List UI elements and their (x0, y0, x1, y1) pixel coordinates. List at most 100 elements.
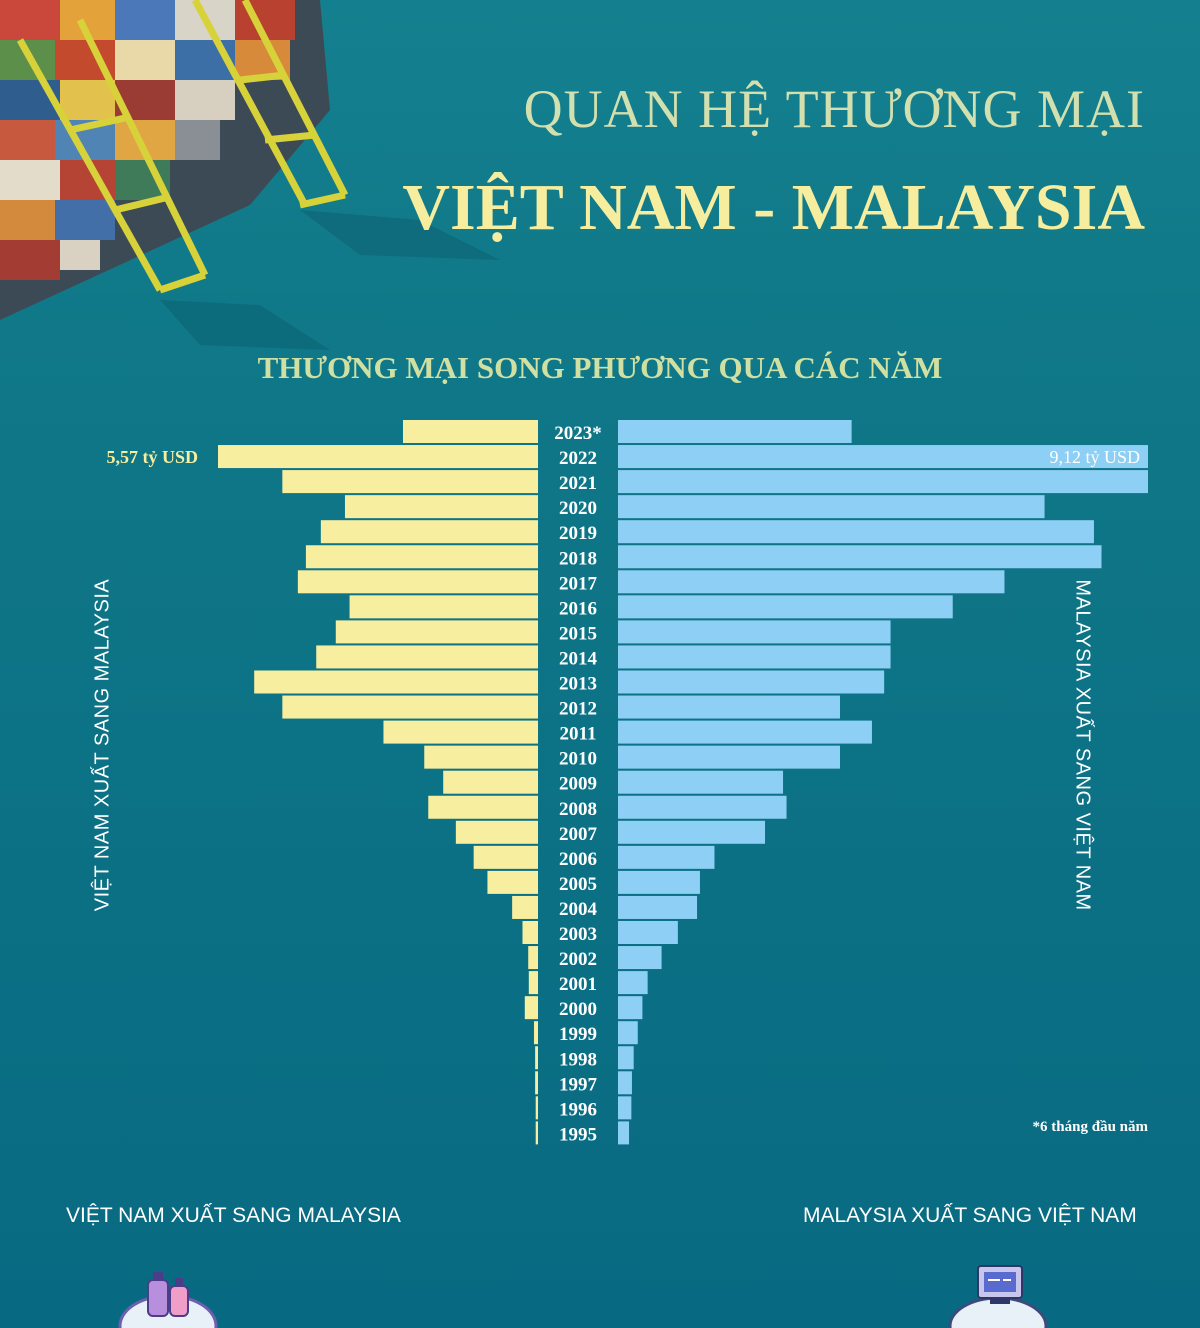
year-label-2022: 2022 (559, 448, 597, 469)
year-label-2010: 2010 (559, 749, 597, 770)
gantry-crane (16, 0, 349, 294)
year-label-2003: 2003 (559, 924, 597, 945)
bar-malaysia-2000 (618, 996, 643, 1020)
year-label-2023: 2023* (554, 423, 602, 444)
right-axis-label: MALAYSIA XUẤT SANG VIỆT NAM (1071, 579, 1094, 911)
bar-malaysia-1999 (618, 1021, 638, 1045)
bar-vietnam-2018 (305, 545, 538, 569)
data-label-vietnam-max: 5,57 tỷ USD (106, 447, 198, 467)
bar-vietnam-2001 (528, 971, 538, 995)
year-label-2019: 2019 (559, 523, 597, 544)
bottom-label-malaysia-exports: MALAYSIA XUẤT SANG VIỆT NAM (803, 1204, 1137, 1227)
bar-malaysia-2021 (618, 470, 1148, 494)
bar-vietnam-2012 (282, 695, 538, 719)
bar-vietnam-2022 (218, 445, 538, 469)
year-label-2011: 2011 (560, 724, 597, 745)
bar-malaysia-2016 (618, 595, 953, 619)
bar-vietnam-2006 (473, 845, 538, 869)
bar-vietnam-2008 (428, 795, 538, 819)
bar-vietnam-2020 (344, 495, 538, 519)
bar-malaysia-2018 (618, 545, 1102, 569)
bar-vietnam-2014 (316, 645, 538, 669)
bar-vietnam-2017 (297, 570, 538, 594)
bar-malaysia-2003 (618, 921, 678, 944)
year-label-2021: 2021 (559, 473, 597, 494)
year-label-1996: 1996 (559, 1099, 597, 1120)
bar-vietnam-2016 (349, 595, 538, 619)
bar-malaysia-2008 (618, 795, 787, 819)
bar-malaysia-2001 (618, 971, 648, 995)
bar-malaysia-2022 (618, 445, 1148, 469)
year-label-2020: 2020 (559, 498, 597, 519)
container-stack (0, 0, 295, 280)
bar-vietnam-1997 (535, 1071, 538, 1095)
bar-vietnam-2004 (512, 895, 538, 919)
bar-vietnam-2013 (254, 670, 538, 694)
bar-malaysia-2013 (618, 670, 885, 694)
chart-subtitle: THƯƠNG MẠI SONG PHƯƠNG QUA CÁC NĂM (257, 350, 943, 385)
bar-malaysia-2011 (618, 720, 872, 744)
bar-malaysia-2015 (618, 620, 891, 644)
year-label-1995: 1995 (559, 1124, 597, 1145)
year-label-2005: 2005 (559, 874, 597, 895)
year-label-2017: 2017 (559, 573, 598, 594)
bar-vietnam-2002 (528, 946, 538, 970)
year-label-2015: 2015 (559, 623, 597, 644)
year-label-2000: 2000 (559, 999, 597, 1020)
title-line-1: QUAN HỆ THƯƠNG MẠI (523, 79, 1145, 139)
year-label-2018: 2018 (559, 548, 597, 569)
year-label-2007: 2007 (559, 824, 598, 845)
bar-vietnam-2019 (320, 520, 538, 544)
bar-vietnam-1999 (533, 1021, 538, 1045)
footnote: *6 tháng đầu năm (1032, 1119, 1148, 1135)
bar-malaysia-2005 (618, 870, 700, 894)
year-label-2016: 2016 (559, 598, 597, 619)
bar-vietnam-2005 (487, 870, 538, 894)
bar-vietnam-2011 (383, 720, 538, 744)
bar-malaysia-2010 (618, 745, 840, 769)
year-label-2001: 2001 (559, 974, 597, 995)
bar-malaysia-2004 (618, 895, 698, 919)
bar-vietnam-2003 (522, 921, 538, 944)
bottom-label-vietnam-exports: VIỆT NAM XUẤT SANG MALAYSIA (66, 1204, 401, 1227)
bar-malaysia-2012 (618, 695, 840, 719)
bar-malaysia-1998 (618, 1046, 634, 1070)
year-label-2006: 2006 (559, 849, 597, 870)
bar-malaysia-1996 (618, 1096, 632, 1120)
bar-malaysia-2002 (618, 946, 662, 970)
bar-malaysia-2009 (618, 770, 784, 794)
year-label-2008: 2008 (559, 799, 597, 820)
year-label-2004: 2004 (559, 899, 598, 920)
bar-malaysia-1997 (618, 1071, 632, 1095)
bar-vietnam-2009 (443, 770, 538, 794)
year-label-2009: 2009 (559, 774, 597, 795)
year-label-1997: 1997 (559, 1074, 598, 1095)
bar-malaysia-2019 (618, 520, 1094, 544)
year-label-2012: 2012 (559, 699, 597, 720)
bar-malaysia-2014 (618, 645, 891, 669)
title-line-2: VIỆT NAM - MALAYSIA (402, 171, 1145, 244)
bar-vietnam-2000 (524, 996, 538, 1020)
bar-vietnam-2010 (424, 745, 538, 769)
year-label-1998: 1998 (559, 1049, 597, 1070)
left-axis-label: VIỆT NAM XUẤT SANG MALAYSIA (91, 578, 114, 912)
bar-vietnam-2015 (335, 620, 538, 644)
bar-malaysia-1995 (618, 1121, 630, 1145)
year-label-2013: 2013 (559, 674, 597, 695)
bar-vietnam-1998 (535, 1046, 538, 1070)
year-label-2014: 2014 (559, 648, 598, 669)
bar-vietnam-2021 (282, 470, 538, 494)
bar-vietnam-2007 (455, 820, 538, 844)
bar-malaysia-2020 (618, 495, 1045, 519)
bar-malaysia-2007 (618, 820, 766, 844)
year-label-1999: 1999 (559, 1024, 597, 1045)
bar-malaysia-2006 (618, 845, 715, 869)
bar-malaysia-2017 (618, 570, 1005, 594)
computer-icon (948, 1265, 1048, 1328)
bar-malaysia-2023 (618, 420, 852, 443)
detergent-bottles-icon (118, 1272, 218, 1328)
bar-vietnam-1995 (535, 1121, 538, 1145)
bar-vietnam-1996 (535, 1096, 538, 1120)
